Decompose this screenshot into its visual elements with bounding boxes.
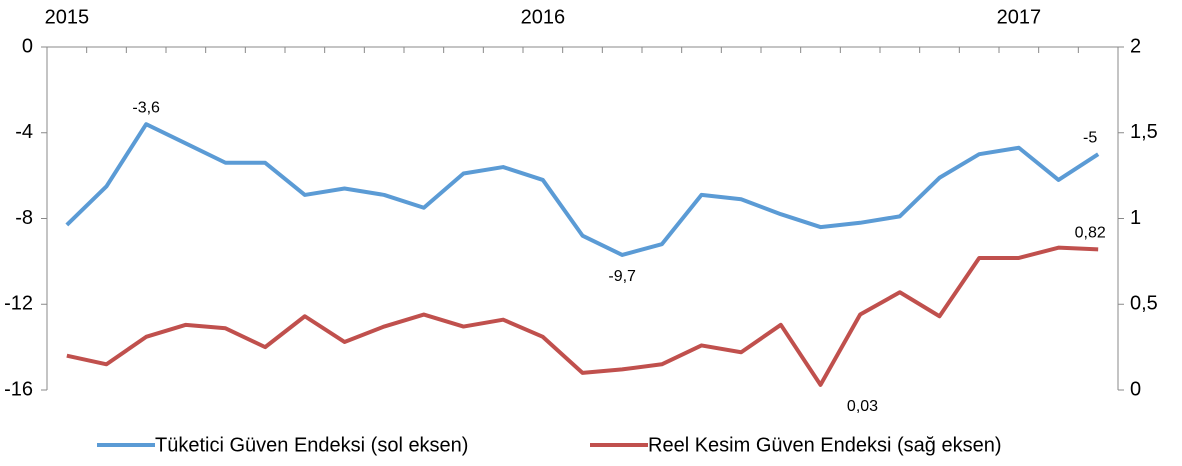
y2-tick-label: 2 (1130, 35, 1141, 57)
x-tick-label: 2017 (997, 6, 1042, 28)
y-tick-label: -16 (4, 378, 33, 400)
legend-label: Reel Kesim Güven Endeksi (sağ eksen) (648, 434, 1002, 456)
data-label: 0,03 (847, 398, 878, 415)
y2-tick-label: 0,5 (1130, 293, 1158, 315)
y-tick-label: -4 (15, 121, 33, 143)
y2-tick-label: 1,5 (1130, 121, 1158, 143)
legend-label: Tüketici Güven Endeksi (sol eksen) (155, 434, 468, 456)
data-label: -9,7 (608, 268, 636, 285)
data-label: -3,6 (132, 99, 160, 116)
line (66, 245, 1099, 387)
data-label: -5 (1083, 129, 1097, 146)
x-tick-label: 2016 (521, 6, 566, 28)
y2-tick-label: 1 (1130, 207, 1141, 229)
y2-tick-label: 0 (1130, 378, 1141, 400)
x-tick-label: 2015 (45, 6, 90, 28)
line (65, 122, 1100, 257)
y-tick-label: -12 (4, 293, 33, 315)
data-label: 0,82 (1075, 225, 1106, 242)
y-tick-label: -8 (15, 207, 33, 229)
y-tick-label: 0 (22, 35, 33, 57)
